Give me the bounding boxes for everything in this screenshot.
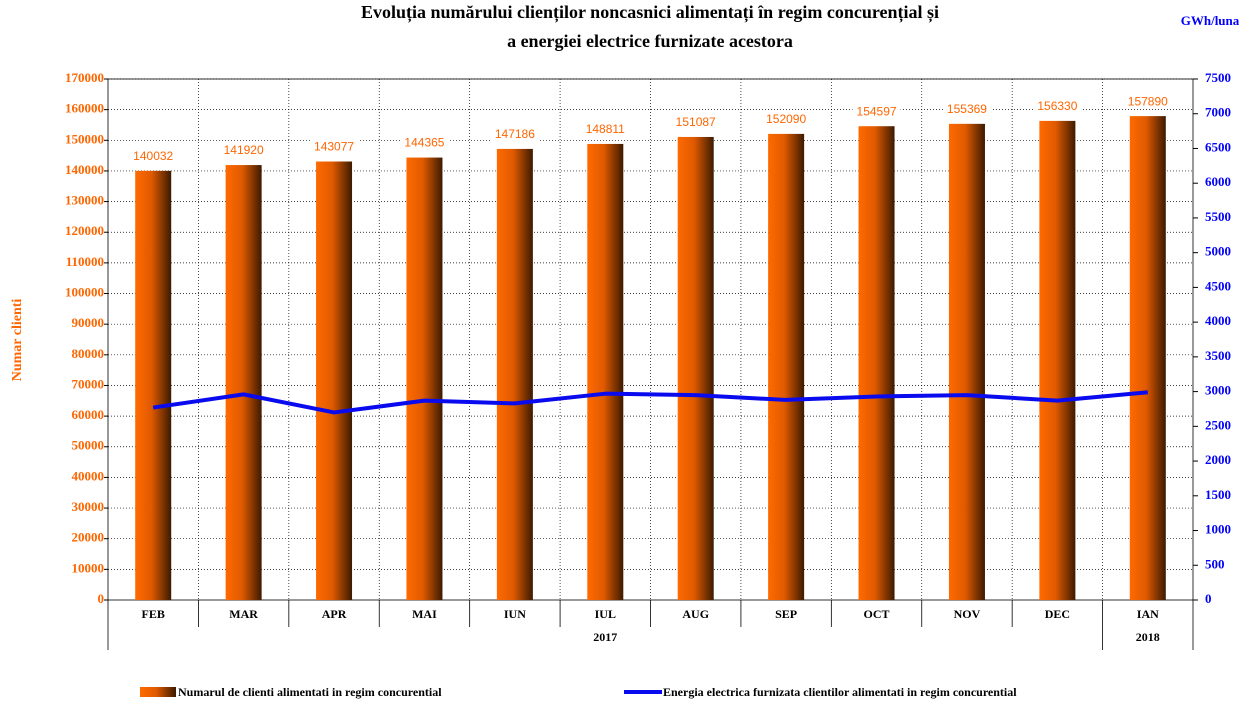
chart-title: Evoluția numărului clienților noncasnici… — [361, 2, 939, 23]
y2-tick-label: 1000 — [1205, 522, 1231, 537]
y2-tick-label: 7500 — [1205, 70, 1231, 85]
x-tick-label: NOV — [954, 607, 981, 621]
legend-label: Energia electrica furnizata clientilor a… — [663, 685, 1017, 699]
x-tick-label: IUL — [595, 607, 616, 621]
y2-tick-label: 1500 — [1205, 487, 1231, 502]
bar — [225, 165, 262, 600]
value-label: 157890 — [1128, 94, 1168, 108]
y-tick-label: 10000 — [72, 560, 105, 575]
legend-label: Numarul de clienti alimentati in regim c… — [178, 685, 442, 699]
bar — [496, 148, 533, 600]
value-label-bg — [581, 121, 630, 136]
y-tick-label: 80000 — [72, 346, 105, 361]
value-label-bg — [129, 148, 178, 163]
y2-tick-label: 4500 — [1205, 278, 1231, 293]
x-tick-label: MAR — [229, 607, 258, 621]
y-tick-label: 160000 — [65, 101, 104, 116]
y-tick-label: 140000 — [65, 162, 104, 177]
y-tick-label: 130000 — [65, 193, 104, 208]
value-label: 151087 — [676, 115, 716, 129]
y-tick-label: 50000 — [72, 438, 105, 453]
y-tick-label: 40000 — [72, 468, 105, 483]
x-tick-label: OCT — [864, 607, 890, 621]
y-tick-label: 90000 — [72, 315, 105, 330]
value-label: 155369 — [947, 102, 987, 116]
bar — [587, 143, 624, 600]
x-tick-label: IAN — [1137, 607, 1159, 621]
y2-tick-label: 6500 — [1205, 139, 1231, 154]
value-label-bg — [762, 111, 811, 126]
chart-title: a energiei electrice furnizate acestora — [507, 31, 793, 51]
value-label: 148811 — [586, 122, 625, 136]
y2-tick-label: 6000 — [1205, 174, 1231, 189]
x-tick-label: FEB — [142, 607, 165, 621]
y2-tick-label: 500 — [1205, 556, 1225, 571]
y2-tick-label: 7000 — [1205, 105, 1231, 120]
bar — [1129, 116, 1166, 600]
y2-tick-label: 2000 — [1205, 452, 1231, 467]
y-tick-label: 60000 — [72, 407, 105, 422]
y-tick-label: 170000 — [65, 70, 104, 85]
value-label-bg — [400, 135, 449, 150]
legend-swatch — [140, 687, 176, 697]
x-tick-label: DEC — [1045, 607, 1070, 621]
bar — [1039, 120, 1076, 600]
value-label-bg — [1033, 98, 1082, 113]
y2-tick-label: 2500 — [1205, 417, 1231, 432]
bar — [135, 170, 172, 600]
y2-tick-label: 5000 — [1205, 244, 1231, 259]
y-tick-label: 100000 — [65, 285, 104, 300]
value-label: 156330 — [1037, 99, 1077, 113]
y-tick-label: 70000 — [72, 376, 105, 391]
y2-tick-label: 5500 — [1205, 209, 1231, 224]
bar — [858, 126, 895, 601]
y-tick-label: 120000 — [65, 223, 104, 238]
y-tick-label: 0 — [98, 591, 105, 606]
value-label-bg — [671, 114, 720, 129]
y-tick-label: 20000 — [72, 530, 105, 545]
y-tick-label: 110000 — [66, 254, 104, 269]
bar — [316, 161, 353, 600]
value-label-bg — [219, 143, 268, 158]
value-label: 140032 — [133, 149, 173, 163]
value-label: 154597 — [857, 104, 897, 118]
value-label-bg — [852, 104, 901, 119]
x-tick-label: MAI — [412, 607, 437, 621]
y2-tick-label: 3500 — [1205, 348, 1231, 363]
value-label: 144365 — [404, 136, 444, 150]
x-tick-label: IUN — [504, 607, 526, 621]
value-label: 147186 — [495, 127, 535, 141]
y-axis-label: Numar clienti — [10, 299, 25, 382]
x-tick-label: SEP — [775, 607, 797, 621]
y2-tick-label: 0 — [1205, 591, 1212, 606]
value-label-bg — [942, 101, 991, 116]
bar — [406, 157, 443, 601]
year-label: 2017 — [593, 630, 617, 644]
y2-tick-label: 3000 — [1205, 383, 1231, 398]
x-tick-label: APR — [322, 607, 347, 621]
value-label-bg — [1123, 94, 1172, 109]
bar — [948, 123, 985, 600]
value-label: 141920 — [224, 143, 264, 157]
value-label: 143077 — [314, 140, 354, 154]
value-label-bg — [310, 139, 359, 154]
x-tick-label: AUG — [682, 607, 709, 621]
y-tick-label: 30000 — [72, 499, 105, 514]
bar — [677, 136, 714, 601]
y2-axis-label: GWh/luna — [1181, 13, 1240, 28]
value-label-bg — [490, 126, 539, 141]
value-label: 152090 — [766, 112, 806, 126]
bar — [768, 133, 805, 600]
y2-tick-label: 4000 — [1205, 313, 1231, 328]
year-label: 2018 — [1136, 630, 1160, 644]
line — [152, 390, 1148, 415]
y-tick-label: 150000 — [65, 131, 104, 146]
